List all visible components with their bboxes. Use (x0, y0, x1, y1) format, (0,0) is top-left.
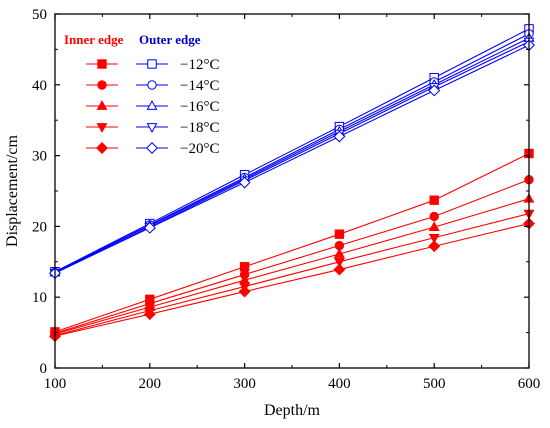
inner-edge-point (333, 263, 346, 276)
x-tick-label: 400 (328, 376, 351, 392)
series-layer (49, 24, 535, 343)
y-tick-label: 40 (32, 78, 47, 94)
legend-outer-marker (147, 80, 157, 90)
y-tick-label: 30 (32, 149, 47, 165)
inner-edge-point (429, 195, 439, 205)
legend-label: −18°C (180, 120, 219, 136)
x-tick-label: 500 (423, 376, 446, 392)
inner-edge-line-4 (54, 213, 530, 336)
x-tick-label: 200 (139, 376, 162, 392)
inner-edge-point (334, 229, 345, 239)
inner-edge-line-1 (54, 152, 530, 333)
inner-edge-point (333, 257, 345, 268)
legend-label: −14°C (180, 78, 219, 94)
legend-label: −20°C (180, 141, 219, 157)
legend: Inner edge Outer edge −12°C −14°C −16°C −18… (64, 32, 219, 157)
outer-edge-line-5 (54, 44, 530, 274)
y-axis-title: Displacement/cm (4, 134, 21, 247)
y-tick-label: 20 (32, 219, 47, 235)
plot-frame (54, 13, 530, 369)
outer-edge-point (143, 221, 156, 234)
legend-label: −16°C (180, 99, 219, 115)
y-tick-label: 10 (32, 290, 47, 306)
inner-edge-line-3 (54, 198, 530, 335)
legend-inner-marker (97, 59, 107, 69)
inner-edge-point (238, 285, 251, 298)
inner-edge-line-2 (54, 179, 530, 334)
legend-label: −12°C (180, 57, 219, 73)
outer-edge-line-3 (54, 37, 530, 273)
inner-edge-point (333, 248, 345, 258)
x-axis-title: Depth/m (264, 402, 321, 419)
legend-inner-marker (96, 142, 108, 154)
inner-edge-line-5 (54, 223, 530, 337)
y-tick-label: 50 (32, 7, 47, 23)
legend-outer-marker (146, 142, 158, 154)
x-tick-label: 600 (518, 376, 541, 392)
legend-inner-marker (97, 80, 107, 90)
inner-edge-point (428, 233, 440, 244)
x-tick-label: 100 (44, 376, 67, 392)
legend-outer-marker (146, 123, 158, 133)
outer-edge-point (428, 84, 441, 97)
legend-outer-marker (147, 59, 157, 69)
outer-edge-line-1 (54, 28, 530, 273)
axes-layer: 100 200 300 400 500 600 0 10 20 30 40 50 (32, 7, 540, 392)
legend-inner-marker (96, 100, 108, 110)
y-tick-label: 0 (40, 361, 48, 377)
outer-edge-line-4 (54, 41, 530, 274)
legend-outer-marker (146, 100, 158, 110)
x-tick-label: 300 (233, 376, 256, 392)
outer-edge-point (238, 176, 251, 189)
inner-edge-point (239, 262, 250, 272)
inner-edge-point (429, 211, 439, 222)
legend-inner-marker (96, 123, 108, 133)
inner-edge-point (428, 240, 441, 253)
outer-edge-point (333, 130, 346, 143)
outer-edge-line-2 (54, 33, 530, 273)
legend-header-inner: Inner edge (64, 32, 124, 47)
legend-header-outer: Outer edge (139, 32, 201, 47)
inner-edge-point (428, 221, 440, 231)
inner-edge-point (143, 308, 156, 321)
